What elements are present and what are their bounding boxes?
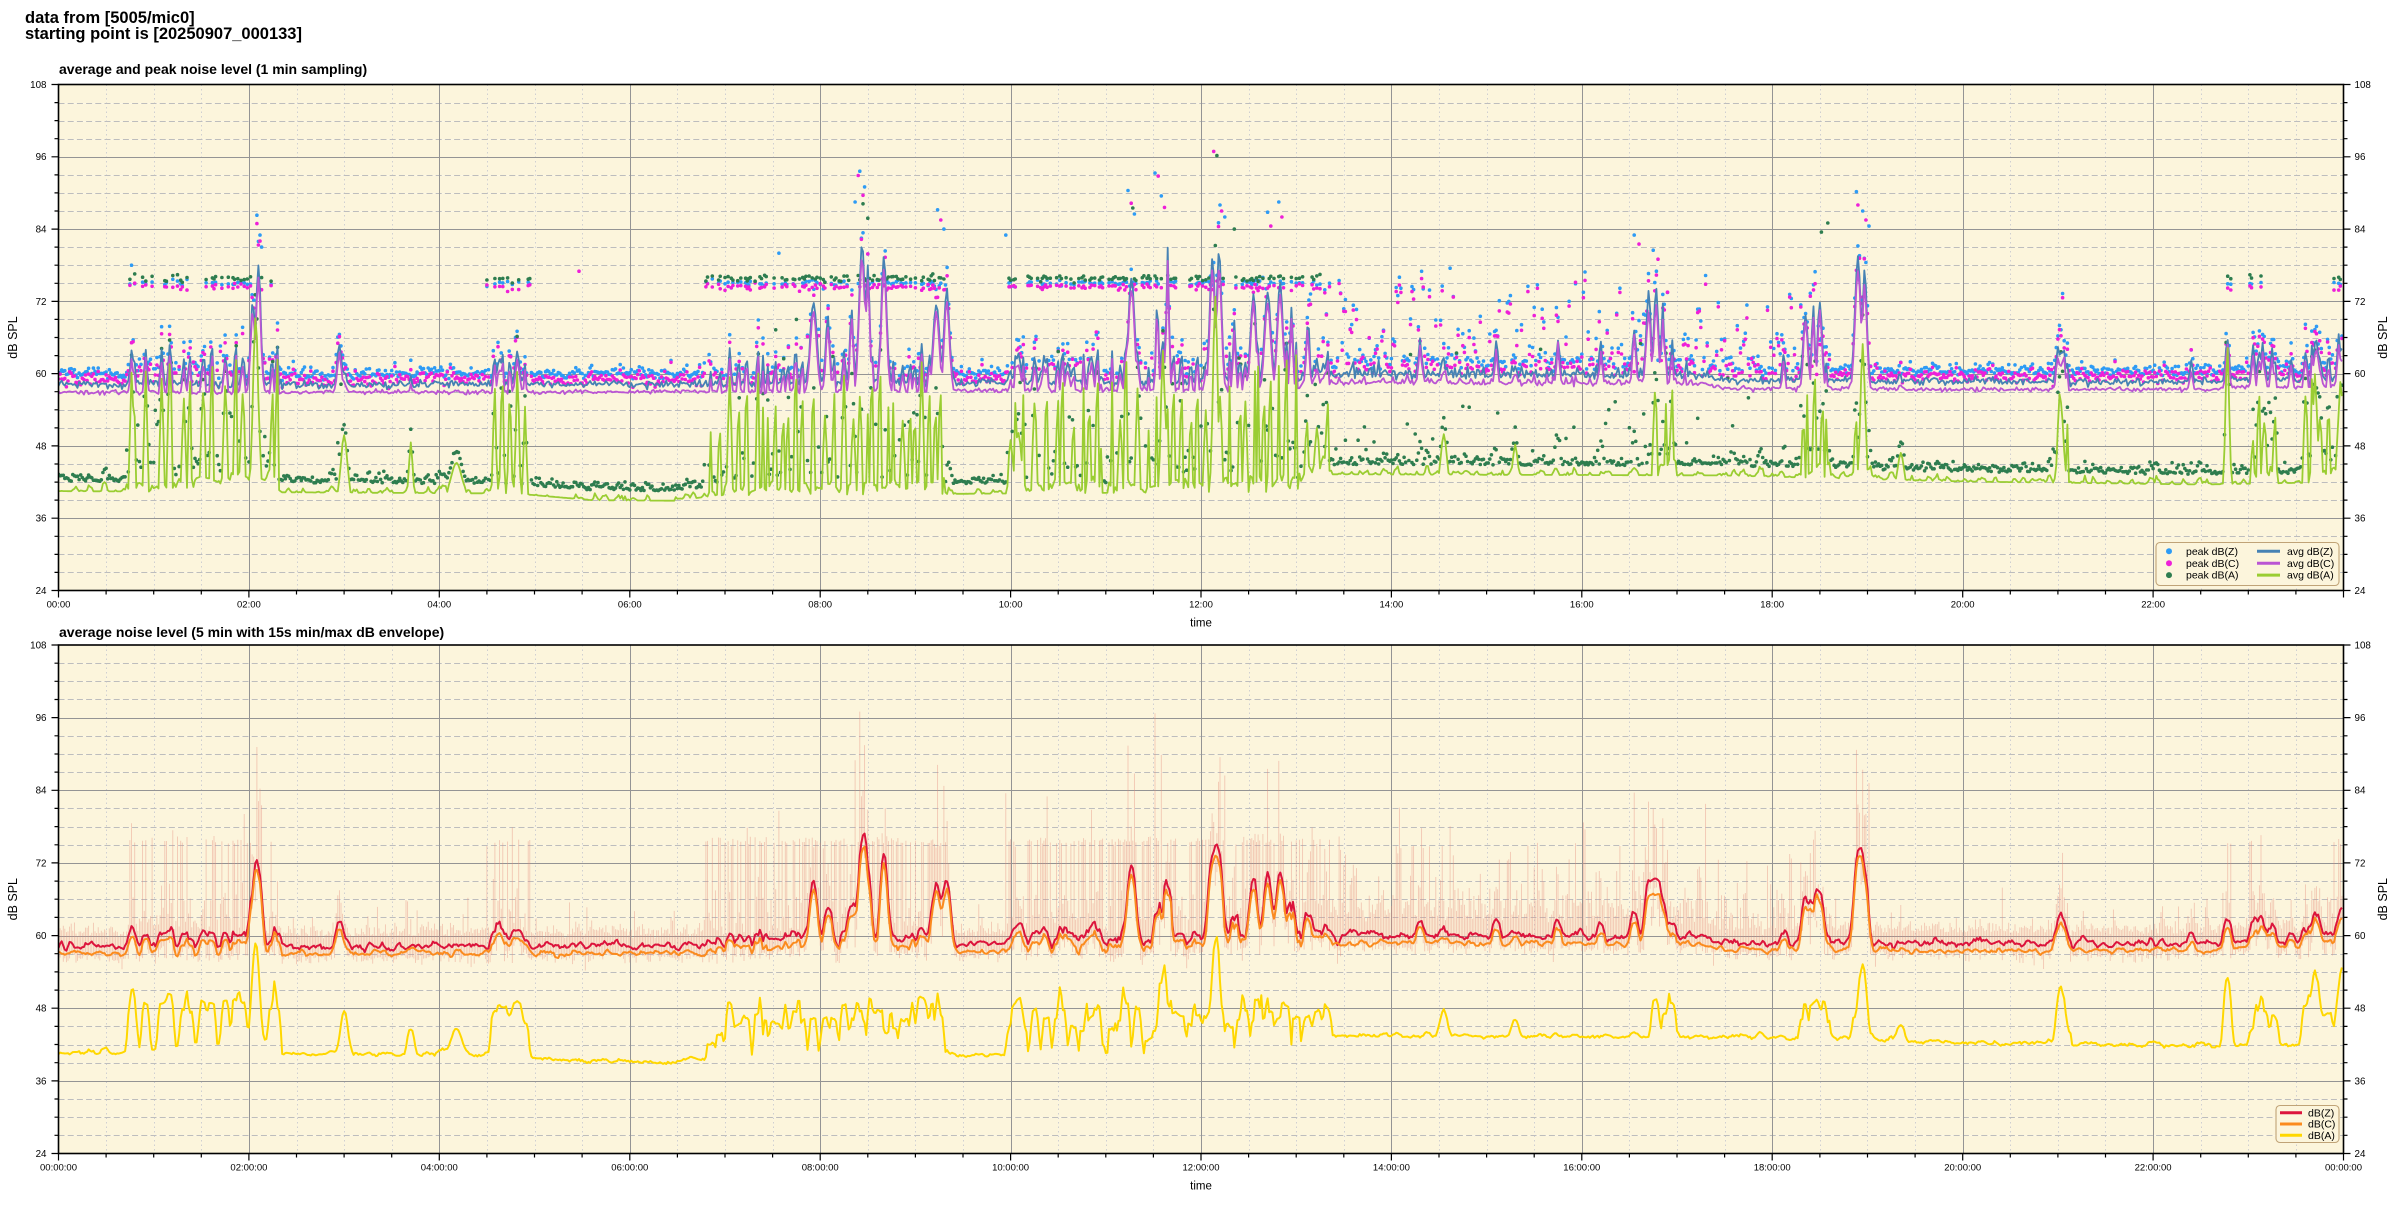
svg-text:08:00: 08:00 — [808, 599, 832, 610]
svg-text:00:00:00: 00:00:00 — [2325, 1162, 2362, 1173]
svg-text:14:00: 14:00 — [1380, 599, 1404, 610]
svg-text:24: 24 — [36, 586, 47, 597]
svg-text:10:00:00: 10:00:00 — [992, 1162, 1029, 1173]
svg-text:24: 24 — [2355, 586, 2366, 597]
svg-text:peak dB(Z): peak dB(Z) — [2186, 546, 2238, 558]
svg-text:12:00:00: 12:00:00 — [1183, 1162, 1220, 1173]
svg-text:60: 60 — [36, 931, 47, 942]
svg-text:48: 48 — [2355, 1004, 2366, 1015]
svg-text:02:00: 02:00 — [237, 599, 261, 610]
svg-text:dB(Z): dB(Z) — [2308, 1107, 2334, 1119]
svg-text:avg dB(Z): avg dB(Z) — [2287, 546, 2333, 558]
svg-text:04:00: 04:00 — [427, 599, 451, 610]
svg-text:60: 60 — [2355, 931, 2366, 942]
svg-text:00:00:00: 00:00:00 — [40, 1162, 77, 1173]
svg-text:72: 72 — [36, 297, 47, 308]
svg-text:peak dB(C): peak dB(C) — [2186, 558, 2239, 570]
svg-text:04:00:00: 04:00:00 — [421, 1162, 458, 1173]
svg-text:84: 84 — [2355, 786, 2366, 797]
svg-text:60: 60 — [36, 369, 47, 380]
svg-text:avg dB(C): avg dB(C) — [2287, 558, 2334, 570]
svg-text:24: 24 — [2355, 1149, 2366, 1160]
svg-text:10:00: 10:00 — [999, 599, 1023, 610]
svg-text:108: 108 — [30, 80, 47, 91]
svg-text:22:00:00: 22:00:00 — [2135, 1162, 2172, 1173]
svg-text:72: 72 — [2355, 297, 2366, 308]
svg-text:36: 36 — [2355, 514, 2366, 525]
svg-text:36: 36 — [2355, 1076, 2366, 1087]
svg-text:average and peak noise level (: average and peak noise level (1 min samp… — [59, 61, 367, 77]
svg-text:18:00:00: 18:00:00 — [1754, 1162, 1791, 1173]
svg-text:average noise level (5 min wit: average noise level (5 min with 15s min/… — [59, 624, 444, 640]
svg-text:16:00: 16:00 — [1570, 599, 1594, 610]
svg-text:60: 60 — [2355, 369, 2366, 380]
svg-text:36: 36 — [36, 1076, 47, 1087]
svg-text:avg dB(A): avg dB(A) — [2287, 570, 2334, 582]
svg-text:108: 108 — [2355, 80, 2372, 91]
svg-text:108: 108 — [30, 640, 47, 651]
svg-text:18:00: 18:00 — [1760, 599, 1784, 610]
svg-text:dB(C): dB(C) — [2308, 1119, 2335, 1131]
svg-text:108: 108 — [2355, 640, 2372, 651]
svg-text:72: 72 — [2355, 858, 2366, 869]
svg-text:96: 96 — [2355, 713, 2366, 724]
svg-text:84: 84 — [36, 786, 47, 797]
svg-text:peak dB(A): peak dB(A) — [2186, 570, 2239, 582]
svg-text:24: 24 — [36, 1149, 47, 1160]
svg-text:dB SPL: dB SPL — [2376, 316, 2390, 358]
svg-text:36: 36 — [36, 514, 47, 525]
svg-text:data from [5005/mic0]: data from [5005/mic0] — [25, 9, 195, 27]
svg-text:dB(A): dB(A) — [2308, 1130, 2335, 1142]
svg-text:22:00: 22:00 — [2141, 599, 2165, 610]
svg-text:14:00:00: 14:00:00 — [1373, 1162, 1410, 1173]
svg-text:time: time — [1190, 618, 1212, 630]
svg-text:00:00: 00:00 — [47, 599, 71, 610]
svg-text:starting point is [20250907_00: starting point is [20250907_000133] — [25, 25, 302, 43]
svg-text:96: 96 — [36, 152, 47, 163]
svg-text:48: 48 — [2355, 441, 2366, 452]
svg-text:96: 96 — [36, 713, 47, 724]
svg-text:dB SPL: dB SPL — [6, 878, 20, 920]
svg-text:84: 84 — [2355, 225, 2366, 236]
svg-text:12:00: 12:00 — [1189, 599, 1213, 610]
svg-text:16:00:00: 16:00:00 — [1563, 1162, 1600, 1173]
svg-text:20:00:00: 20:00:00 — [1944, 1162, 1981, 1173]
svg-text:dB SPL: dB SPL — [6, 316, 20, 358]
svg-text:06:00:00: 06:00:00 — [611, 1162, 648, 1173]
svg-text:06:00: 06:00 — [618, 599, 642, 610]
svg-text:48: 48 — [36, 1004, 47, 1015]
svg-text:02:00:00: 02:00:00 — [230, 1162, 267, 1173]
svg-text:48: 48 — [36, 441, 47, 452]
svg-text:96: 96 — [2355, 152, 2366, 163]
svg-text:time: time — [1190, 1181, 1212, 1193]
svg-text:dB SPL: dB SPL — [2376, 878, 2390, 920]
svg-text:84: 84 — [36, 225, 47, 236]
svg-text:08:00:00: 08:00:00 — [802, 1162, 839, 1173]
svg-text:72: 72 — [36, 858, 47, 869]
svg-text:20:00: 20:00 — [1951, 599, 1975, 610]
